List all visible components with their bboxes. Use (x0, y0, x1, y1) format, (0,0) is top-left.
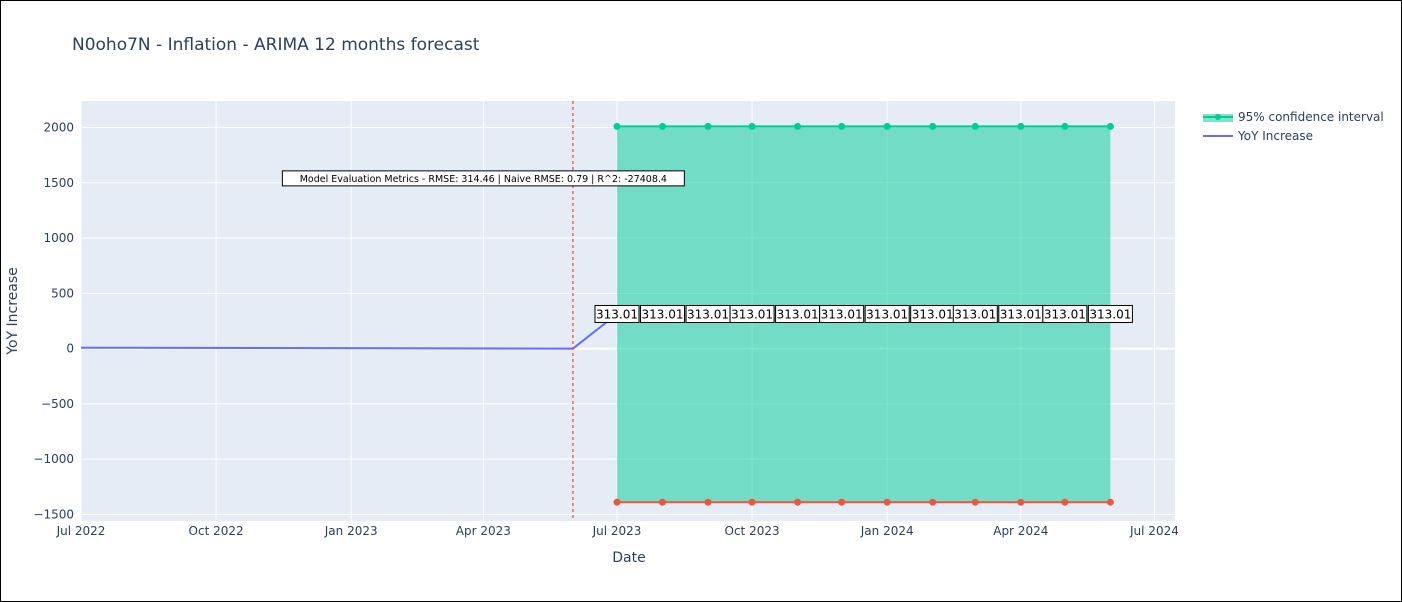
y-tick-label: 1500 (43, 176, 74, 190)
forecast-label-box (952, 304, 998, 323)
annotation-text: Model Evaluation Metrics - RMSE: 314.46 … (300, 174, 667, 185)
ci-lower-point (748, 498, 756, 506)
forecast-label: 313.01 (687, 307, 729, 321)
forecast-label: 313.01 (821, 307, 863, 321)
forecast-label: 313.01 (596, 307, 638, 321)
x-tick-label: Apr 2024 (993, 524, 1048, 538)
ci-upper-point (929, 122, 937, 130)
x-tick-label: Jul 2023 (592, 524, 642, 538)
ci-upper-point (794, 122, 802, 130)
forecast-label: 313.01 (777, 307, 819, 321)
ci-lower-point (1061, 498, 1069, 506)
legend-label-yoy-increase: YoY Increase (1237, 129, 1313, 143)
ci-lower-point (613, 498, 621, 506)
forecast-label-box (729, 304, 775, 323)
ci-upper-point (838, 122, 846, 130)
ci-upper-point (748, 122, 756, 130)
y-tick-label: 500 (51, 286, 74, 300)
forecast-label-box (1087, 304, 1133, 323)
forecast-label: 313.01 (866, 307, 908, 321)
metrics-annotation: Model Evaluation Metrics - RMSE: 314.46 … (281, 170, 685, 187)
x-axis-title: Date (612, 550, 645, 566)
legend-swatch-marker (1215, 114, 1221, 120)
y-tick-label: −1500 (33, 507, 74, 521)
ci-upper-point (1061, 122, 1069, 130)
y-tick-label: 0 (66, 342, 74, 356)
forecast-label-box (864, 304, 910, 323)
y-axis-ticks: 2000 1500 1000 500 0 −500 −1000 −1500 (33, 121, 74, 522)
annotation-box (281, 170, 685, 187)
forecast-label: 313.01 (731, 307, 773, 321)
ci-upper-point (704, 122, 712, 130)
forecast-label: 313.01 (642, 307, 684, 321)
ci-upper-point (1106, 122, 1114, 130)
y-tick-label: −500 (41, 397, 74, 411)
y-tick-label: 1000 (43, 231, 74, 245)
forecast-label-box (640, 304, 686, 323)
ci-lower-point (971, 498, 979, 506)
x-tick-label: Apr 2023 (456, 524, 511, 538)
ci-upper-point (1017, 122, 1025, 130)
forecast-label-box (594, 304, 640, 323)
ci-lower-point (1017, 498, 1025, 506)
ci-lower-point (838, 498, 846, 506)
ci-lower-point (704, 498, 712, 506)
legend[interactable]: 95% confidence interval YoY Increase (1203, 110, 1384, 143)
x-tick-label: Jan 2024 (860, 524, 914, 538)
forecast-label: 313.01 (1089, 307, 1131, 321)
ci-upper-point (659, 122, 667, 130)
y-axis-title: YoY Increase (5, 267, 21, 356)
ci-upper-point (883, 122, 891, 130)
forecast-label: 313.01 (912, 307, 954, 321)
ci-upper-point (971, 122, 979, 130)
ci-lower-point (883, 498, 891, 506)
chart-title: N0oho7N - Inflation - ARIMA 12 months fo… (72, 35, 480, 55)
forecast-label: 313.01 (954, 307, 996, 321)
ci-upper-point (613, 122, 621, 130)
forecast-label: 313.01 (1044, 307, 1086, 321)
ci-lower-point (659, 498, 667, 506)
forecast-labels: 313.01 313.01 313.01 313.01 313.01 313.01 313.… (594, 304, 1133, 323)
x-tick-label: Oct 2023 (725, 524, 780, 538)
forecast-label: 313.01 (1000, 307, 1042, 321)
forecast-label-box (1042, 304, 1088, 323)
forecast-label-box (819, 304, 865, 323)
ci-lower-point (794, 498, 802, 506)
legend-label-confidence-interval: 95% confidence interval (1238, 110, 1384, 124)
y-tick-label: −1000 (33, 452, 74, 466)
legend-item-confidence-interval[interactable]: 95% confidence interval (1203, 110, 1384, 124)
y-tick-label: 2000 (43, 121, 74, 135)
x-axis-ticks: Jul 2022 Oct 2022 Jan 2023 Apr 2023 Jul 2023… (56, 524, 1179, 538)
ci-lower-point (929, 498, 937, 506)
legend-item-yoy-increase[interactable]: YoY Increase (1203, 129, 1313, 143)
x-tick-label: Jul 2024 (1129, 524, 1179, 538)
ci-lower-point (1106, 498, 1114, 506)
x-tick-label: Oct 2022 (189, 524, 244, 538)
x-tick-label: Jul 2022 (56, 524, 106, 538)
x-tick-label: Jan 2023 (324, 524, 378, 538)
